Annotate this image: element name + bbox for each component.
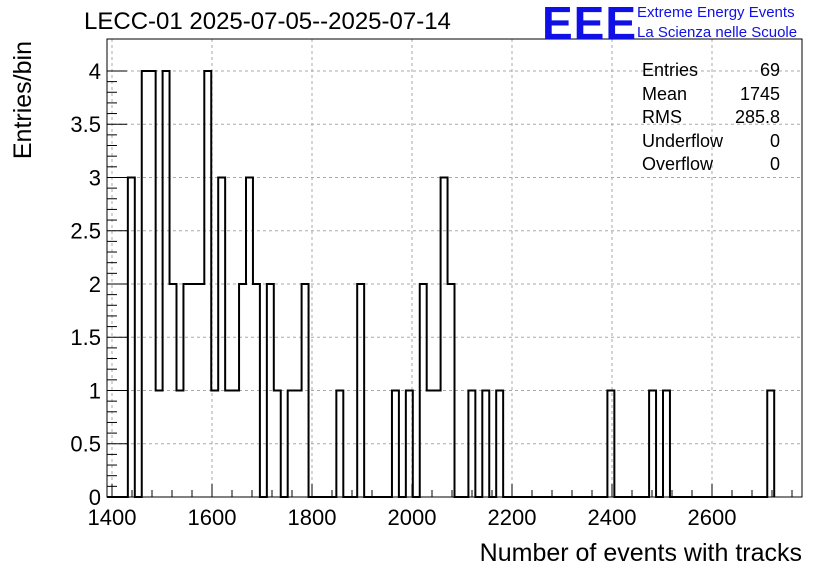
y-tick-label: 0: [89, 485, 101, 510]
logo-line-1: Extreme Energy Events: [637, 4, 795, 21]
stat-underflow: Underflow 0: [642, 131, 780, 155]
x-axis-label: Number of events with tracks: [480, 539, 802, 567]
stat-value: 0: [769, 154, 780, 174]
x-tick-label: 1400: [88, 505, 137, 530]
stat-value: 69: [759, 60, 780, 80]
x-tick-label: 1600: [188, 505, 237, 530]
y-tick-label: 2.5: [70, 219, 101, 244]
stat-label: Mean: [642, 83, 688, 104]
eee-logo-letters: EEE: [542, 0, 638, 49]
chart-title: LECC-01 2025-07-05--2025-07-14: [84, 8, 451, 35]
logo-line-2: La Scienza nelle Scuole: [637, 24, 798, 41]
x-tick-label: 1800: [288, 505, 337, 530]
x-tick-label: 2400: [588, 505, 637, 530]
stats-box: Entries 69 Mean 1745 RMS 285.8 Underflow…: [642, 60, 780, 178]
stat-value: 285.8: [734, 107, 780, 127]
x-tick-label: 2600: [688, 505, 737, 530]
x-tick-label: 2000: [388, 505, 437, 530]
stat-label: Entries: [642, 60, 699, 80]
stat-label: Overflow: [642, 154, 714, 174]
stat-mean: Mean 1745: [642, 84, 780, 108]
stat-label: RMS: [642, 107, 682, 127]
stat-label: Underflow: [642, 130, 724, 151]
y-tick-label: 2: [89, 272, 101, 297]
y-tick-label: 1.5: [70, 325, 101, 350]
x-tick-label: 2200: [488, 505, 537, 530]
stat-entries: Entries 69: [642, 60, 780, 84]
y-tick-label: 3.5: [70, 112, 101, 137]
stat-rms: RMS 285.8: [642, 107, 780, 131]
stat-overflow: Overflow 0: [642, 154, 780, 178]
y-tick-label: 3: [89, 165, 101, 190]
stat-value: 1745: [739, 83, 780, 104]
y-axis-label: Entries/bin: [9, 41, 37, 159]
y-tick-label: 4: [89, 59, 101, 84]
stat-value: 0: [769, 130, 780, 151]
histogram-outline: [107, 69, 776, 498]
plot-frame: [106, 38, 803, 498]
y-tick-label: 0.5: [70, 432, 101, 457]
y-tick-label: 1: [89, 378, 101, 403]
eee-logo-text: Extreme Energy Events La Scienza nelle S…: [637, 3, 797, 43]
